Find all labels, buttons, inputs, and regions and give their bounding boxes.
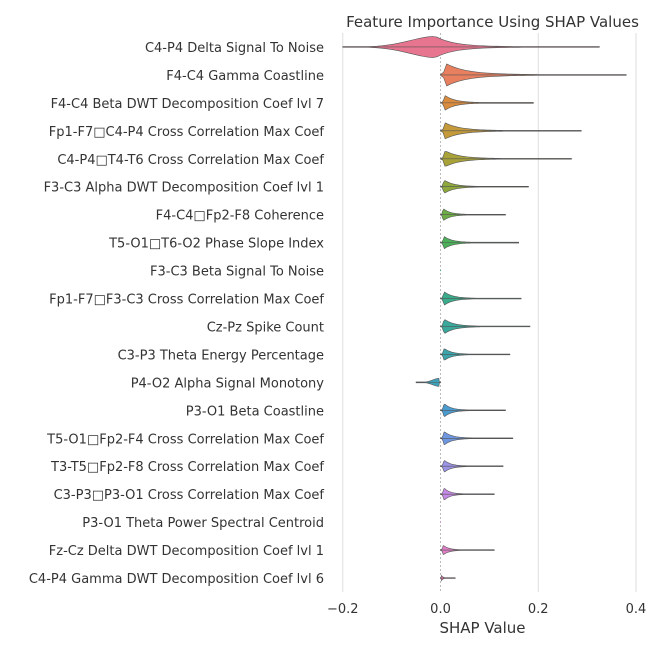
feature-label: C4-P4 Gamma DWT Decomposition Coef lvl 6 <box>29 572 324 587</box>
feature-label: C4-P4□T4-T6 Cross Correlation Max Coef <box>57 153 324 168</box>
feature-label: T3-T5□Fp2-F8 Cross Correlation Max Coef <box>50 460 324 475</box>
x-tick-label: −0.2 <box>327 602 359 617</box>
feature-label: T5-O1□Fp2-F4 Cross Correlation Max Coef <box>46 432 324 447</box>
feature-label: F4-C4 Gamma Coastline <box>166 69 324 84</box>
feature-label: P3-O1 Beta Coastline <box>186 404 324 419</box>
feature-label: Fp1-F7□F3-C3 Cross Correlation Max Coef <box>49 293 324 308</box>
feature-label: Fz-Cz Delta DWT Decomposition Coef lvl 1 <box>49 544 324 559</box>
x-tick-label: 0.2 <box>528 602 549 617</box>
feature-label: Cz-Pz Spike Count <box>207 320 324 335</box>
feature-label: C3-P3 Theta Energy Percentage <box>118 348 324 363</box>
feature-label: C3-P3□P3-O1 Cross Correlation Max Coef <box>54 488 325 503</box>
x-tick-label: 0.4 <box>626 602 647 617</box>
feature-label: P3-O1 Theta Power Spectral Centroid <box>82 516 324 531</box>
violins <box>342 36 627 582</box>
feature-label: P4-O2 Alpha Signal Monotony <box>131 376 325 391</box>
feature-label: F4-C4□Fp2-F8 Coherence <box>156 209 324 224</box>
chart-title: Feature Importance Using SHAP Values <box>346 13 639 31</box>
feature-label: C4-P4 Delta Signal To Noise <box>145 41 324 56</box>
feature-label: F3-C3 Beta Signal To Noise <box>150 265 324 280</box>
x-axis-label: SHAP Value <box>439 619 525 637</box>
feature-label: T5-O1□T6-O2 Phase Slope Index <box>108 237 324 252</box>
feature-label: F3-C3 Alpha DWT Decomposition Coef lvl 1 <box>44 181 324 196</box>
feature-label: Fp1-F7□C4-P4 Cross Correlation Max Coef <box>49 125 325 140</box>
x-ticks: −0.2 0.0 0.2 0.4 <box>327 602 646 617</box>
x-tick-label: 0.0 <box>430 602 451 617</box>
feature-label: F4-C4 Beta DWT Decomposition Coef lvl 7 <box>51 97 324 112</box>
grid-lines <box>342 33 637 592</box>
feature-labels: C4-P4 Delta Signal To Noise F4-C4 Gamma C… <box>29 41 325 587</box>
